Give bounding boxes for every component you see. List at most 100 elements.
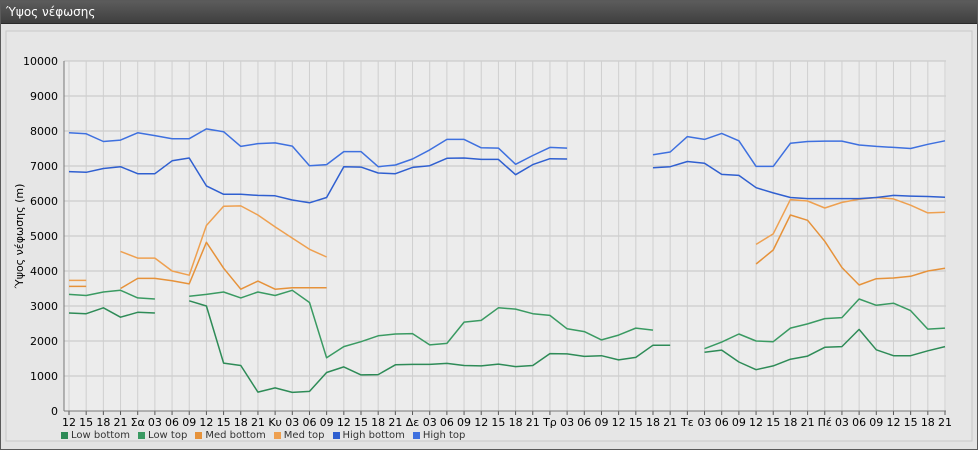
x-tick-label: 21 xyxy=(938,416,952,429)
x-tick-label: 15 xyxy=(491,416,505,429)
x-tick-label: 03 xyxy=(285,416,299,429)
x-tick-label: 09 xyxy=(594,416,608,429)
legend-swatch xyxy=(273,431,281,439)
window-title: Ύψος νέφωσης xyxy=(6,5,96,19)
legend-label: Med bottom xyxy=(205,429,266,441)
x-tick-label: Σα xyxy=(131,416,145,429)
x-tick-label: 15 xyxy=(354,416,368,429)
legend-label: High top xyxy=(422,429,466,441)
series-line-low-top xyxy=(189,289,654,359)
y-tick-label: 7000 xyxy=(30,160,58,173)
series-line-high-bottom xyxy=(68,157,568,204)
series-line-med-bottom xyxy=(120,241,327,290)
y-tick-label: 1000 xyxy=(30,370,58,383)
y-tick-label: 0 xyxy=(51,405,58,418)
x-tick-label: 12 xyxy=(62,416,76,429)
x-tick-label: 21 xyxy=(114,416,128,429)
x-tick-label: 12 xyxy=(474,416,488,429)
x-tick-label: Κυ xyxy=(268,416,282,429)
y-tick-label: 10000 xyxy=(23,55,58,68)
x-tick-label: 21 xyxy=(526,416,540,429)
legend-item: High top xyxy=(412,429,466,441)
y-tick-label: 4000 xyxy=(30,265,58,278)
x-tick-label: Τρ xyxy=(542,416,557,429)
series-line-low-top xyxy=(68,289,155,300)
legend-item: High bottom xyxy=(332,429,405,441)
x-tick-label: 18 xyxy=(921,416,935,429)
x-tick-label: 18 xyxy=(96,416,110,429)
y-tick-label: 6000 xyxy=(30,195,58,208)
y-tick-label: 8000 xyxy=(30,125,58,138)
x-tick-label: 03 xyxy=(560,416,574,429)
x-tick-label: 15 xyxy=(217,416,231,429)
series-line-med-top xyxy=(120,205,327,276)
y-tick-label: 5000 xyxy=(30,230,58,243)
x-tick-label: 15 xyxy=(766,416,780,429)
x-tick-label: Δε xyxy=(406,416,420,429)
x-tick-label: 21 xyxy=(801,416,815,429)
legend-label: Low bottom xyxy=(71,429,131,441)
x-tick-label: 18 xyxy=(509,416,523,429)
x-tick-label: 21 xyxy=(388,416,402,429)
y-tick-label: 3000 xyxy=(30,300,58,313)
legend-swatch xyxy=(61,431,68,439)
x-tick-label: 18 xyxy=(234,416,248,429)
legend: Low bottom Low top Med bottom Med top High b… xyxy=(61,428,473,442)
x-tick-label: 09 xyxy=(732,416,746,429)
x-tick-label: 12 xyxy=(886,416,900,429)
y-tick-label: 9000 xyxy=(30,90,58,103)
x-tick-label: 03 xyxy=(698,416,712,429)
legend-label: High bottom xyxy=(342,429,405,441)
x-tick-label: 15 xyxy=(904,416,918,429)
legend-item: Med bottom xyxy=(195,429,266,441)
y-axis-label: Ύψος νέφωσης (m) xyxy=(13,184,26,290)
legend-label: Low top xyxy=(148,429,188,441)
series-line-low-top xyxy=(704,298,946,350)
series-line-low-bottom xyxy=(704,328,946,371)
series-line-high-top xyxy=(68,128,568,168)
legend-swatch xyxy=(195,431,203,439)
series-line-high-bottom xyxy=(652,160,946,200)
x-tick-label: 06 xyxy=(852,416,866,429)
x-tick-label: 06 xyxy=(302,416,316,429)
x-tick-label: 15 xyxy=(629,416,643,429)
series-line-low-bottom xyxy=(188,300,671,394)
x-tick-label: 09 xyxy=(869,416,883,429)
x-tick-label: 09 xyxy=(182,416,196,429)
x-tick-label: 12 xyxy=(612,416,626,429)
x-tick-label: 09 xyxy=(457,416,471,429)
legend-swatch xyxy=(138,431,146,439)
legend-swatch xyxy=(412,431,420,439)
x-tick-label: 03 xyxy=(423,416,437,429)
legend-item: Low top xyxy=(138,430,187,441)
series-line-low-bottom xyxy=(68,307,155,318)
x-tick-label: 06 xyxy=(165,416,179,429)
x-tick-label: 15 xyxy=(79,416,93,429)
x-tick-label: 12 xyxy=(199,416,213,429)
x-tick-label: 12 xyxy=(337,416,351,429)
series-line-med-top xyxy=(755,196,946,246)
x-tick-label: 06 xyxy=(440,416,454,429)
x-tick-label: 12 xyxy=(749,416,763,429)
x-tick-label: Πέ xyxy=(818,416,832,429)
x-tick-label: 21 xyxy=(663,416,677,429)
x-tick-label: 06 xyxy=(577,416,591,429)
series-line-med-bottom xyxy=(755,214,946,286)
x-tick-label: 06 xyxy=(715,416,729,429)
x-tick-label: Τε xyxy=(680,416,694,429)
x-tick-label: 21 xyxy=(251,416,265,429)
legend-swatch xyxy=(332,431,340,439)
x-tick-label: 03 xyxy=(835,416,849,429)
legend-item: Med top xyxy=(273,429,325,441)
x-tick-label: 09 xyxy=(320,416,334,429)
x-tick-label: 18 xyxy=(646,416,660,429)
legend-label: Med top xyxy=(283,429,325,441)
series-line-high-top xyxy=(652,132,946,168)
x-tick-label: 03 xyxy=(148,416,162,429)
title-bar: Ύψος νέφωσης xyxy=(1,1,977,24)
x-tick-label: 18 xyxy=(783,416,797,429)
legend-item: Low bottom xyxy=(61,430,130,441)
x-tick-label: 18 xyxy=(371,416,385,429)
